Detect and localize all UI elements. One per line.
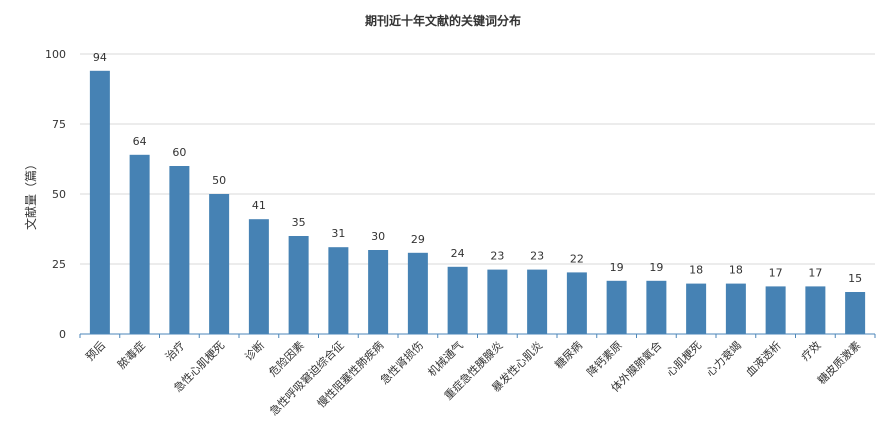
x-tick-label: 机械通气 — [425, 338, 466, 379]
y-axis-label: 文献量（篇） — [23, 158, 38, 230]
bar — [288, 236, 309, 334]
y-tick-label: 100 — [45, 48, 66, 61]
data-label: 19 — [649, 261, 663, 274]
bar — [686, 283, 707, 334]
bar — [89, 70, 110, 335]
grid-lines — [80, 53, 875, 265]
x-tick-label: 预后 — [83, 339, 108, 364]
data-label: 35 — [292, 216, 306, 229]
y-tick-label: 75 — [52, 118, 66, 131]
data-label: 94 — [93, 51, 107, 64]
x-tick-label: 慢性阻塞性肺疾病 — [314, 338, 386, 410]
x-tick-label: 脓毒症 — [115, 338, 148, 371]
x-tick-label: 心力衰竭 — [703, 338, 744, 379]
bar — [606, 280, 627, 334]
bar — [646, 280, 667, 334]
x-tick-label: 糖尿病 — [552, 338, 585, 371]
y-tick-label: 50 — [52, 188, 66, 201]
data-label: 18 — [689, 264, 703, 277]
data-label: 24 — [451, 247, 465, 260]
x-tick-label: 急性呼吸窘迫综合征 — [267, 338, 347, 418]
chart-title: 期刊近十年文献的关键词分布 — [365, 13, 521, 28]
data-label: 60 — [172, 146, 186, 159]
bars — [89, 70, 866, 335]
data-label: 23 — [490, 250, 504, 263]
bar — [566, 272, 587, 334]
x-tick-label: 危险因素 — [266, 338, 307, 379]
data-label: 29 — [411, 233, 425, 246]
bar — [169, 166, 190, 334]
x-tick-label: 疗效 — [798, 338, 823, 363]
bar — [447, 266, 468, 334]
bar — [328, 247, 349, 334]
bar — [209, 194, 230, 334]
bar — [248, 219, 269, 334]
data-label: 22 — [570, 252, 584, 265]
data-label: 50 — [212, 174, 226, 187]
y-tick-label: 0 — [59, 328, 66, 341]
data-label: 19 — [610, 261, 624, 274]
bar — [765, 286, 786, 334]
y-tick-label: 25 — [52, 258, 66, 271]
x-tick-label: 治疗 — [162, 338, 187, 363]
data-label: 30 — [371, 230, 385, 243]
y-axis-ticks: 0 25 50 75 100 — [45, 48, 66, 341]
data-label: 17 — [769, 266, 783, 279]
data-labels: 94 64 60 50 41 35 31 30 29 24 23 23 22 19 19 18 18 17 17 15 — [93, 51, 862, 285]
bar — [129, 154, 150, 334]
x-tick-label: 糖皮质激素 — [814, 338, 863, 387]
data-label: 41 — [252, 199, 266, 212]
data-label: 15 — [848, 272, 862, 285]
x-tick-label: 降钙素原 — [584, 338, 625, 379]
data-label: 31 — [331, 227, 345, 240]
x-tick-label: 心肌梗死 — [663, 338, 704, 379]
bar — [845, 292, 866, 334]
x-tick-label: 急性肾损伤 — [377, 338, 426, 387]
bar — [805, 286, 826, 334]
data-label: 18 — [729, 264, 743, 277]
x-tick-label: 血液透析 — [743, 338, 784, 379]
data-label: 64 — [133, 135, 147, 148]
bar — [487, 269, 508, 334]
data-label: 17 — [808, 266, 822, 279]
data-label: 23 — [530, 250, 544, 263]
bar — [527, 269, 548, 334]
bar — [407, 252, 428, 334]
bar — [368, 250, 389, 334]
x-tick-label: 诊断 — [242, 338, 267, 363]
bar — [725, 283, 746, 334]
